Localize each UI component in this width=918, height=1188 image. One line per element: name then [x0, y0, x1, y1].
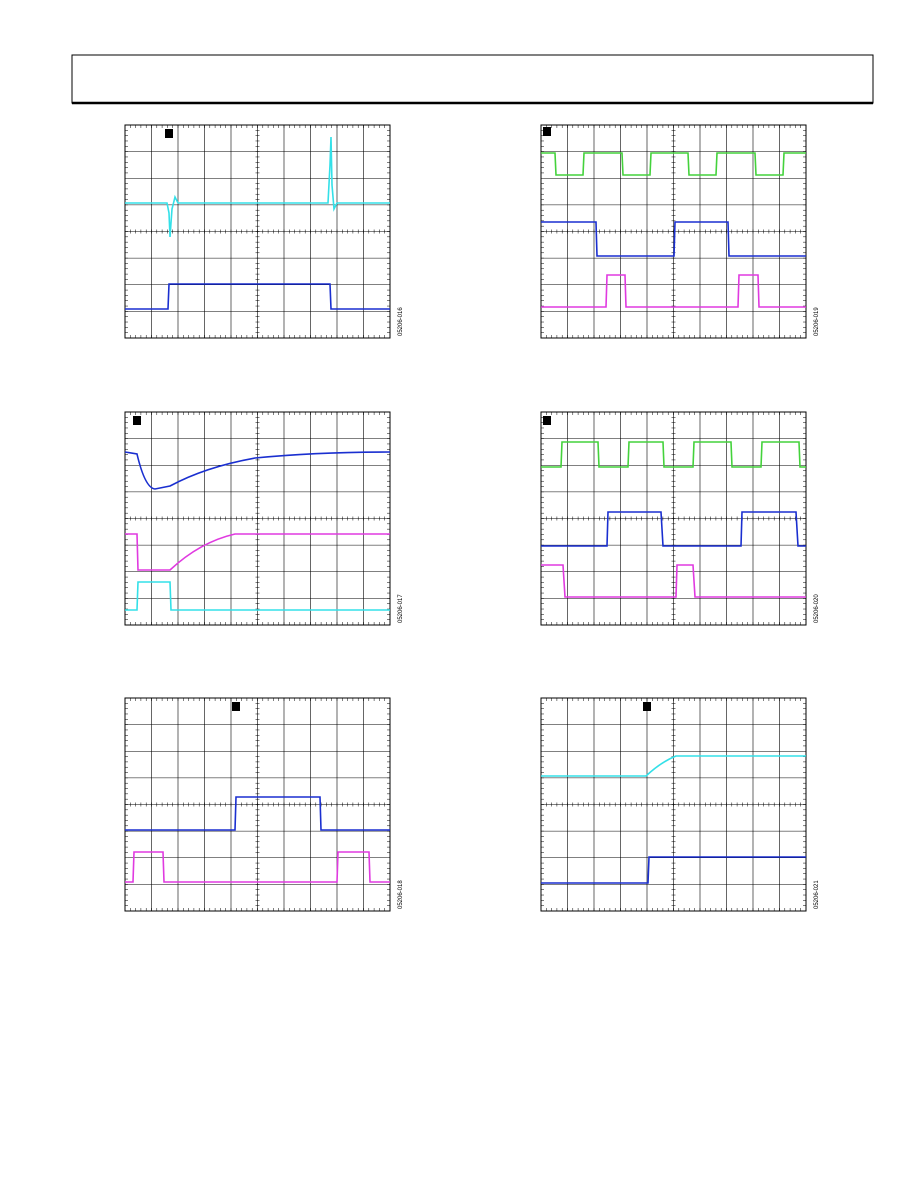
scope-plot	[540, 411, 807, 626]
graticule	[540, 697, 807, 912]
trace	[125, 283, 390, 310]
figure-id: 05206-019	[814, 307, 820, 336]
graticule	[124, 697, 391, 912]
scope-plot	[124, 697, 391, 912]
figure-id: 05206-016	[398, 307, 404, 336]
graticule	[124, 411, 391, 626]
trace	[125, 136, 390, 238]
figure-id: 05206-017	[398, 594, 404, 623]
trace	[541, 856, 806, 884]
scope-plot	[124, 124, 391, 339]
scope-plot	[124, 411, 391, 626]
graticule	[540, 124, 807, 339]
graticule	[540, 411, 807, 626]
figure-id: 05206-020	[814, 594, 820, 623]
trace	[124, 451, 391, 490]
figure-id: 05206-021	[814, 880, 820, 909]
header-box	[71, 54, 874, 104]
channel-marker	[543, 416, 551, 425]
trace	[125, 796, 390, 831]
channel-marker	[165, 129, 173, 138]
trace	[125, 533, 390, 571]
figure-id: 05206-018	[398, 880, 404, 909]
scope-plot	[540, 124, 807, 339]
channel-marker	[543, 127, 551, 136]
trace	[541, 755, 806, 777]
scope-plot	[540, 697, 807, 912]
trace	[125, 581, 390, 611]
trace	[541, 511, 806, 547]
trace	[125, 851, 390, 883]
channel-marker	[232, 702, 240, 711]
trace	[541, 441, 806, 468]
channel-marker	[643, 702, 651, 711]
graticule	[124, 124, 391, 339]
channel-marker	[133, 416, 141, 425]
trace	[541, 564, 806, 598]
trace	[541, 152, 806, 176]
trace	[541, 274, 806, 308]
trace	[541, 221, 806, 257]
